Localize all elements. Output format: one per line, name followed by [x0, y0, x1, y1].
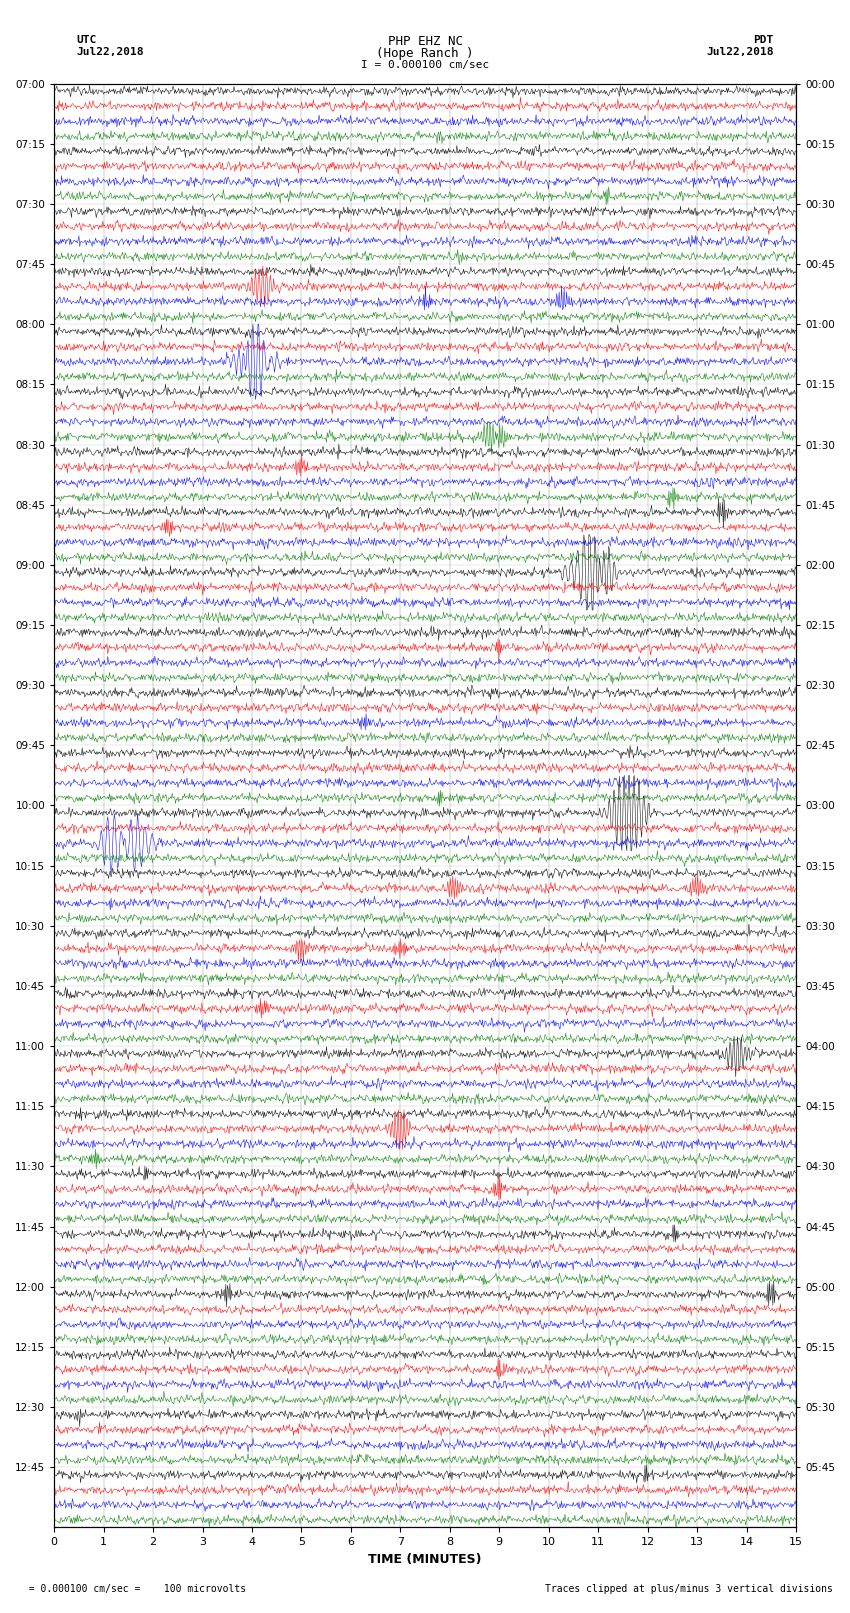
- Text: I = 0.000100 cm/sec: I = 0.000100 cm/sec: [361, 60, 489, 69]
- Text: (Hope Ranch ): (Hope Ranch ): [377, 47, 473, 60]
- Text: Traces clipped at plus/minus 3 vertical divisions: Traces clipped at plus/minus 3 vertical …: [545, 1584, 833, 1594]
- Text: = 0.000100 cm/sec =    100 microvolts: = 0.000100 cm/sec = 100 microvolts: [17, 1584, 246, 1594]
- Text: PHP EHZ NC: PHP EHZ NC: [388, 35, 462, 48]
- X-axis label: TIME (MINUTES): TIME (MINUTES): [368, 1553, 482, 1566]
- Text: UTC: UTC: [76, 35, 97, 45]
- Text: Jul22,2018: Jul22,2018: [76, 47, 144, 56]
- Text: PDT: PDT: [753, 35, 774, 45]
- Text: Jul22,2018: Jul22,2018: [706, 47, 774, 56]
